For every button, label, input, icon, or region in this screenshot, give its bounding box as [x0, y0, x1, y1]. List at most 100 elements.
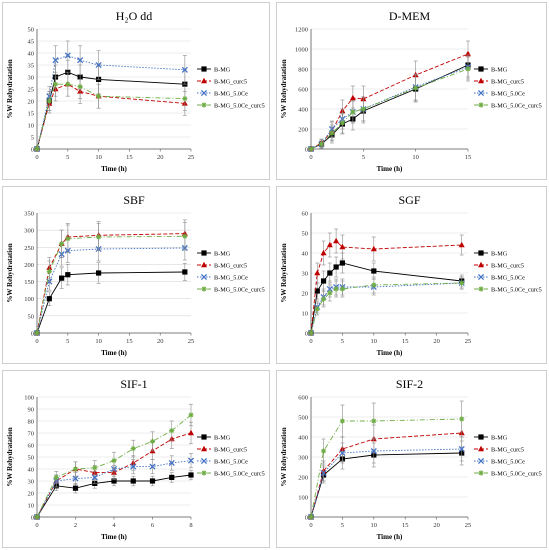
series-B-MG_5.0Ce [307, 54, 472, 153]
data-point [52, 57, 59, 64]
legend: B-MG B-MG_curc5 B-MG_5.0Ce B-MG_5.0Ce_curc5 [197, 250, 265, 293]
data-point [370, 245, 377, 252]
chart-title: H₂O dd [116, 9, 153, 23]
data-point [308, 146, 314, 152]
y-tick-label: 0 [31, 147, 34, 154]
data-point [111, 478, 117, 484]
series-line [310, 53, 469, 150]
series-B-MG_5.0Ce_curc5 [308, 276, 465, 336]
x-tick-label: 8 [189, 522, 192, 529]
x-tick-label: 0 [35, 154, 38, 161]
y-tick-label: 250 [24, 245, 34, 252]
legend-label: B-MG_5.0Ce [491, 90, 525, 97]
data-point [370, 447, 377, 455]
legend-marker [201, 261, 207, 268]
chart-sgf: SGF 0 10 20 30 40 50 60 0 5 10 15 20 25 Time (h) %W Reh… [280, 193, 542, 357]
legend: B-MG B-MG_curc5 B-MG_5.0Ce B-MG_5.0Ce_curc5 [474, 434, 542, 477]
y-tick-label: 400 [298, 435, 308, 442]
data-point [339, 243, 346, 250]
legend-label: B-MG [214, 434, 231, 441]
data-point [95, 61, 102, 69]
series-line [36, 235, 185, 334]
legend-marker [200, 89, 208, 97]
data-point [182, 269, 188, 275]
legend-label: B-MG_5.0Ce_curc5 [214, 470, 265, 477]
x-tick-label: 20 [433, 522, 440, 529]
series-line [36, 71, 185, 150]
legend-label: B-MG_curc5 [214, 262, 247, 269]
data-point [149, 463, 156, 470]
y-tick-label: 50 [28, 455, 35, 462]
data-point [96, 234, 102, 240]
x-tick-label: 0 [309, 522, 312, 529]
data-point [46, 296, 52, 302]
data-point [149, 478, 156, 484]
legend-marker [200, 457, 208, 465]
data-point [339, 120, 345, 126]
data-point [59, 275, 65, 281]
legend-label: B-MG_curc5 [214, 78, 247, 85]
chart-panel-sbf: SBF 0 50 100 150 200 250 300 350 0 5 10 15 20 25 Time (… [2, 186, 270, 364]
data-point [329, 130, 335, 136]
data-point [318, 141, 325, 147]
chart-panel-sif1: SIF-1 0 10 20 30 40 50 60 70 80 90 100 0 2 4 6 8 Time (h)… [2, 370, 270, 548]
y-tick-label: 40 [28, 467, 35, 474]
y-tick-label: 100 [298, 495, 308, 502]
data-point [181, 66, 188, 73]
series-line [310, 432, 462, 518]
chart-sbf: SBF 0 50 100 150 200 250 300 350 0 5 10 15 20 25 Time (… [6, 193, 265, 357]
x-tick-label: 10 [412, 154, 419, 161]
data-point [308, 330, 314, 336]
y-tick-label: 45 [28, 39, 35, 46]
legend-marker [477, 89, 485, 97]
chart-panel-sif2: SIF-2 0 100 200 300 400 500 600 0 5 10 15 20 25 Time (… [276, 370, 547, 548]
data-point [413, 85, 419, 91]
legend-label: B-MG_curc5 [491, 262, 524, 269]
data-point [34, 514, 40, 520]
x-tick-label: 25 [465, 338, 472, 345]
gridlines [311, 396, 468, 518]
y-axis-label: %W Rehydratation [280, 427, 288, 486]
legend-label: B-MG_5.0Ce_curc5 [491, 470, 542, 477]
legend-label: B-MG_5.0Ce [214, 90, 248, 97]
legend-label: B-MG_5.0Ce_curc5 [491, 286, 542, 293]
series-B-MG_5.0Ce_curc5 [34, 71, 188, 152]
data-point [182, 96, 188, 102]
legend-label: B-MG_5.0Ce_curc5 [491, 102, 542, 109]
data-point [459, 280, 465, 286]
y-tick-label: 50 [302, 231, 309, 238]
legend-marker [201, 445, 207, 452]
y-tick-label: 20 [28, 491, 35, 498]
data-point [168, 459, 175, 467]
data-point [327, 290, 333, 296]
legend: B-MG B-MG_curc5 B-MG_5.0Ce B-MG_5.0Ce_curc5 [474, 66, 542, 109]
legend-marker [477, 457, 485, 465]
data-point [188, 412, 194, 418]
data-point [96, 93, 102, 99]
data-point [91, 474, 98, 481]
x-axis-label: Time (h) [101, 349, 127, 357]
y-tick-label: 15 [28, 111, 35, 118]
series-B-MG_5.0Ce_curc5 [34, 222, 188, 336]
legend-label: B-MG [214, 250, 231, 257]
y-tick-label: 50 [28, 27, 35, 34]
legend-label: B-MG_curc5 [214, 446, 247, 453]
x-tick-label: 5 [341, 338, 344, 345]
series-line [310, 418, 462, 518]
data-point [327, 270, 333, 276]
series-line [36, 83, 185, 150]
y-tick-label: 100 [24, 296, 34, 303]
y-tick-label: 1000 [295, 47, 308, 54]
legend-marker [478, 77, 484, 84]
data-point [320, 448, 327, 454]
legend-marker [477, 273, 485, 281]
legend-marker [478, 434, 484, 440]
data-point [320, 296, 327, 302]
data-point [77, 57, 84, 64]
y-tick-label: 1200 [295, 27, 308, 34]
legend-label: B-MG [491, 250, 508, 257]
y-tick-label: 35 [28, 63, 35, 70]
legend-marker [201, 286, 207, 292]
series-line [36, 247, 185, 334]
y-tick-label: 300 [298, 455, 308, 462]
